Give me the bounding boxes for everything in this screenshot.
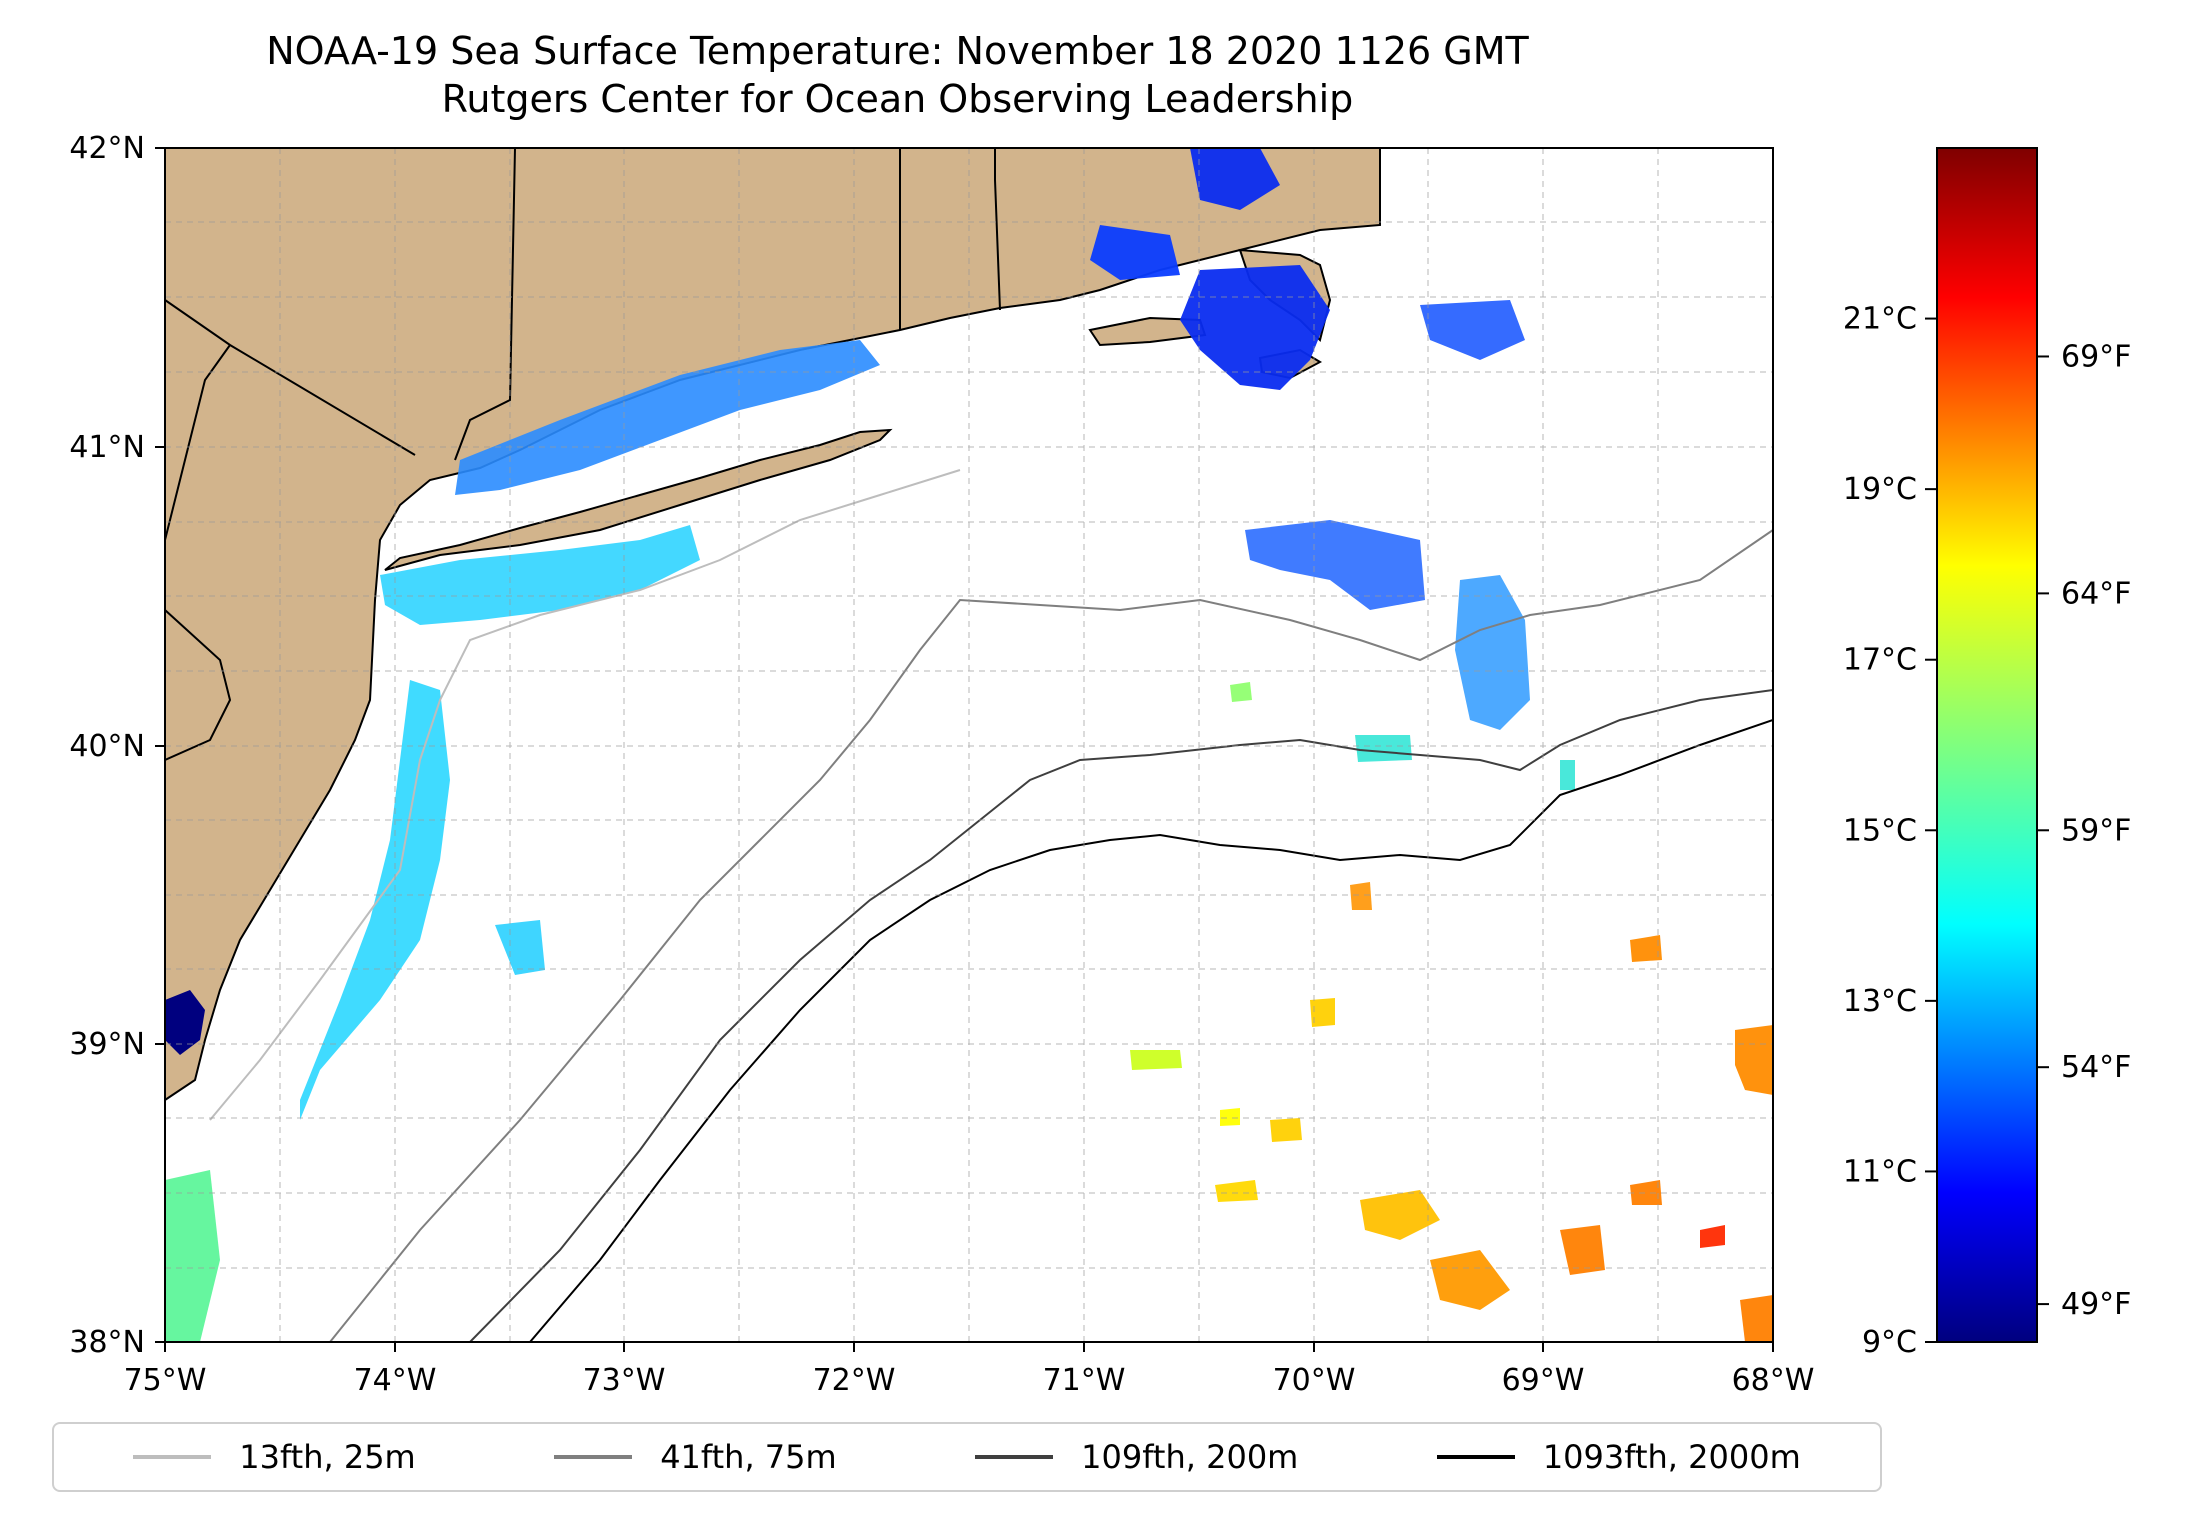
legend-item-25m: 13fth, 25m	[133, 1438, 416, 1476]
celsius-tick-label: 9°C	[1862, 1325, 1917, 1360]
legend-swatch	[554, 1455, 633, 1459]
lat-tick-label: 42°N	[69, 131, 145, 166]
fahrenheit-tick-label: 59°F	[2061, 813, 2131, 848]
chart-subtitle: Rutgers Center for Ocean Observing Leade…	[441, 77, 1354, 121]
colorbar-fahrenheit-ticks: 69°F 64°F 59°F 54°F 49°F	[2037, 339, 2131, 1322]
lon-tick-label: 73°W	[583, 1363, 666, 1398]
contour-25m	[209, 469, 961, 1121]
legend-swatch	[975, 1455, 1054, 1459]
legend-swatch	[1436, 1455, 1515, 1459]
state-boundaries	[165, 148, 1001, 761]
legend-label: 109fth, 200m	[1081, 1438, 1299, 1476]
land-long-island	[384, 428, 893, 571]
colorbar-celsius-ticks: 21°C 19°C 17°C 15°C 13°C 11°C 9°C	[1843, 302, 1937, 1360]
legend-item-2000m: 1093fth, 2000m	[1436, 1438, 1801, 1476]
legend-label: 1093fth, 2000m	[1542, 1438, 1801, 1476]
fahrenheit-tick-label: 49°F	[2061, 1287, 2131, 1322]
longitude-axis: 75°W 74°W 73°W 72°W 71°W 70°W 69°W 68°W	[124, 1342, 1815, 1398]
colorbar: 21°C 19°C 17°C 15°C 13°C 11°C 9°C 69°F 64°F 59°F…	[1843, 147, 2131, 1360]
colorbar-bar	[1936, 147, 2038, 1343]
sst-data-patches	[165, 148, 1773, 1342]
latitude-axis: 42°N 41°N 40°N 39°N 38°N	[69, 131, 165, 1360]
contour-75m	[329, 529, 1773, 1342]
celsius-tick-label: 19°C	[1843, 472, 1917, 507]
lat-tick-label: 39°N	[69, 1027, 145, 1062]
map-panel	[164, 147, 1774, 1343]
legend-label: 13fth, 25m	[239, 1438, 416, 1476]
lat-tick-label: 41°N	[69, 430, 145, 465]
fahrenheit-tick-label: 69°F	[2061, 339, 2131, 374]
fahrenheit-tick-label: 64°F	[2061, 576, 2131, 611]
lon-tick-label: 68°W	[1732, 1363, 1815, 1398]
legend-swatch	[133, 1455, 212, 1459]
celsius-tick-label: 11°C	[1843, 1154, 1917, 1189]
delaware-bay	[165, 990, 205, 1055]
bathymetry-legend: 13fth, 25m 41fth, 75m 109fth, 200m 1093f…	[52, 1422, 1882, 1492]
celsius-tick-label: 13°C	[1843, 984, 1917, 1019]
lat-tick-label: 38°N	[69, 1325, 145, 1360]
map-gridlines	[165, 148, 1773, 1342]
lon-tick-label: 70°W	[1273, 1363, 1356, 1398]
celsius-tick-label: 21°C	[1843, 302, 1917, 337]
bathymetry-contours	[209, 469, 1773, 1342]
lon-tick-label: 74°W	[354, 1363, 437, 1398]
celsius-tick-label: 17°C	[1843, 643, 1917, 678]
lon-tick-label: 75°W	[124, 1363, 207, 1398]
fahrenheit-tick-label: 54°F	[2061, 1050, 2131, 1085]
contour-200m	[469, 689, 1773, 1342]
chart-title: NOAA-19 Sea Surface Temperature: Novembe…	[266, 29, 1529, 73]
legend-item-200m: 109fth, 200m	[975, 1438, 1298, 1476]
lon-tick-label: 69°W	[1502, 1363, 1585, 1398]
legend-item-75m: 41fth, 75m	[554, 1438, 837, 1476]
lon-tick-label: 71°W	[1043, 1363, 1126, 1398]
celsius-tick-label: 15°C	[1843, 813, 1917, 848]
legend-label: 41fth, 75m	[660, 1438, 837, 1476]
lat-tick-label: 40°N	[69, 729, 145, 764]
lon-tick-label: 72°W	[813, 1363, 896, 1398]
